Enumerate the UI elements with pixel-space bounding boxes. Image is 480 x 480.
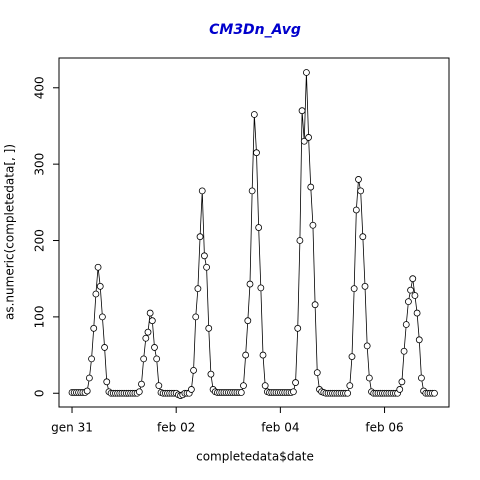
x-tick-label: gen 31 [51, 421, 93, 435]
data-point [250, 111, 258, 118]
data-point [83, 387, 91, 395]
data-point [300, 137, 308, 145]
data-point [99, 313, 106, 321]
data-point [255, 224, 263, 231]
data-point [142, 334, 150, 342]
data-point [289, 388, 297, 396]
data-point [198, 187, 206, 195]
data-point [298, 107, 306, 115]
data-point [431, 389, 438, 397]
data-point [144, 328, 152, 336]
data-point [359, 233, 367, 241]
data-point [303, 69, 310, 76]
data-point [194, 285, 202, 293]
y-tick-label: 100 [33, 305, 47, 328]
data-point [307, 183, 315, 191]
data-point [413, 309, 421, 317]
data-point [357, 187, 365, 195]
data-point [344, 389, 352, 397]
data-point [305, 134, 312, 141]
data-point [94, 263, 102, 271]
data-point [140, 355, 148, 363]
data-point [415, 336, 423, 344]
data-point [311, 301, 319, 309]
data-point [242, 351, 250, 359]
data-point [309, 221, 317, 229]
data-point [418, 374, 425, 382]
data-point [201, 252, 208, 260]
data-point [365, 374, 373, 382]
data-point [405, 298, 412, 306]
data-point [355, 176, 362, 183]
data-point [296, 237, 304, 244]
data-point [411, 292, 419, 299]
data-point [187, 386, 195, 393]
data-point [350, 285, 358, 293]
data-point [205, 324, 213, 332]
data-point [294, 324, 302, 332]
data-point [257, 284, 265, 292]
data-point [101, 344, 108, 351]
data-point [396, 386, 404, 393]
data-point [248, 187, 256, 195]
x-tick-label: feb 04 [261, 421, 299, 435]
data-point [138, 380, 145, 388]
data-point [155, 382, 163, 390]
data-point [292, 379, 299, 386]
data-point [409, 275, 417, 283]
data-point [90, 324, 98, 332]
x-tick-label: feb 02 [157, 421, 195, 435]
data-point [96, 282, 104, 290]
data-point [190, 366, 197, 374]
data-point [207, 370, 215, 378]
data-point [153, 355, 161, 363]
data-point [261, 382, 269, 390]
data-point [148, 317, 156, 325]
data-point [253, 149, 260, 157]
y-axis-label: as.numeric(completedata[, ]) [3, 144, 17, 320]
data-point [85, 374, 93, 382]
data-point [400, 347, 408, 355]
data-point [237, 389, 245, 396]
y-tick-label: 200 [33, 229, 47, 252]
data-point [103, 378, 111, 386]
data-point [402, 321, 410, 328]
data-point [203, 263, 210, 271]
data-point [346, 382, 354, 390]
y-tick-label: 300 [33, 153, 47, 176]
x-tick-label: feb 06 [365, 421, 403, 435]
data-point [151, 344, 158, 351]
data-point [363, 342, 371, 350]
data-point [407, 286, 414, 294]
data-point [313, 369, 321, 377]
x-axis-label: completedata$date [196, 450, 314, 464]
y-tick-label: 0 [33, 389, 47, 397]
data-point [92, 290, 100, 298]
data-point [196, 233, 204, 241]
data-point [259, 351, 267, 359]
plot-box [58, 57, 450, 408]
data-point [246, 280, 254, 288]
series-line [72, 72, 435, 396]
data-point [88, 355, 95, 363]
data-point [348, 353, 356, 360]
data-point [192, 313, 200, 321]
data-point [135, 388, 143, 396]
y-tick-label: 400 [33, 76, 47, 99]
data-point [146, 309, 154, 317]
data-point [244, 317, 252, 325]
data-point [352, 206, 360, 214]
chart-title: CM3Dn_Avg [209, 22, 301, 38]
data-point [398, 378, 406, 386]
data-point [361, 282, 369, 290]
data-point [240, 382, 247, 390]
